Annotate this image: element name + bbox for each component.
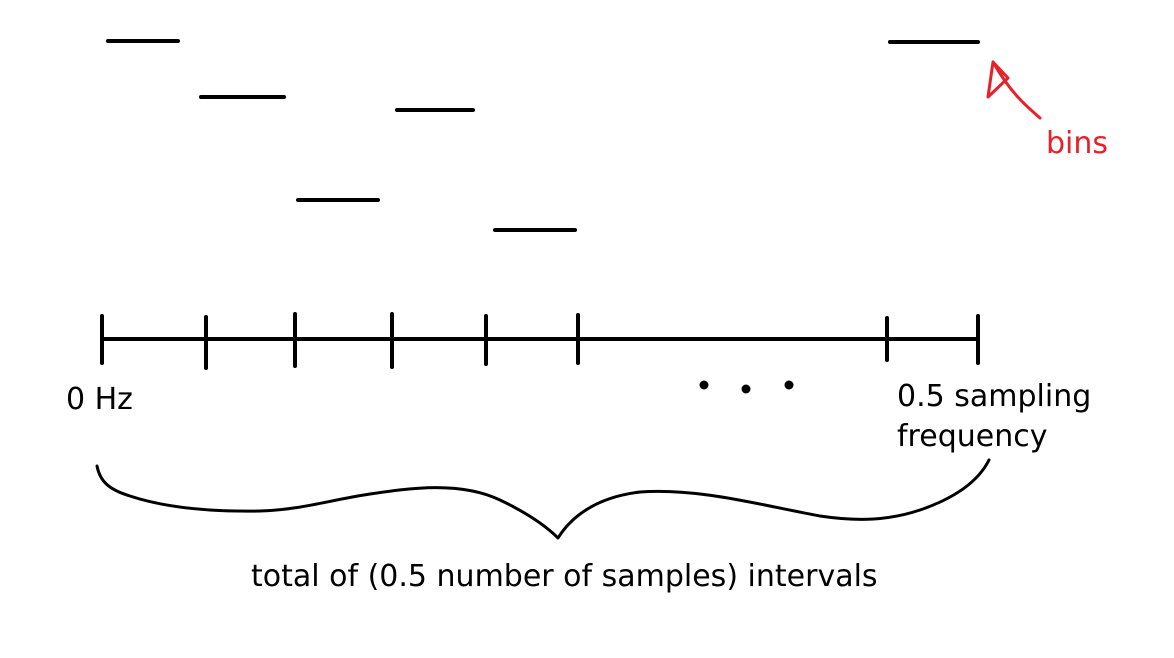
curly-brace-icon	[95, 458, 991, 540]
frequency-axis	[100, 312, 980, 370]
total-intervals-label: total of (0.5 number of samples) interva…	[251, 559, 878, 594]
axis-end-label-line1: 0.5 sampling	[897, 379, 1092, 414]
axis-start-label: 0 Hz	[66, 382, 133, 417]
ellipsis-icon	[699, 380, 794, 394]
bin-segments	[106, 39, 980, 232]
axis-end-label-line2: frequency	[897, 419, 1048, 454]
arrow-icon	[986, 60, 1042, 120]
bins-annotation-label: bins	[1046, 126, 1109, 161]
